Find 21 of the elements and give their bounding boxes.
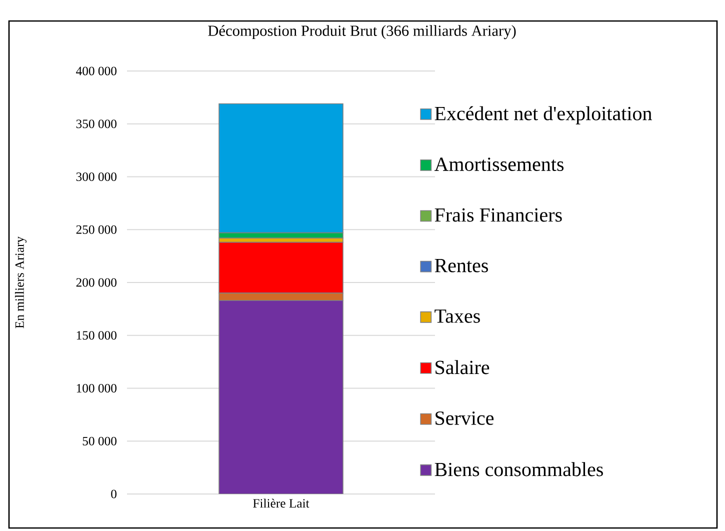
bar [218, 103, 344, 234]
y-tick-label: 400 000 [76, 66, 116, 76]
chart-title: Décompostion Produit Brut (366 milliards Ariary) [208, 25, 516, 40]
y-tick-label: 200 000 [76, 278, 116, 287]
y-tick-label: 250 000 [76, 225, 116, 234]
legend-label: Frais Financiers [434, 208, 562, 222]
legend-label: Amortissements [434, 158, 564, 172]
legend-label: Rentes [434, 259, 488, 272]
legend-label: Biens consommables [434, 462, 603, 476]
y-tick-label: 150 000 [76, 331, 116, 340]
legend-label: Taxes [434, 310, 480, 323]
y-tick-label: 350 000 [76, 120, 116, 128]
x-tick-label: Filière Lait [253, 498, 310, 508]
y-tick-label: 300 000 [76, 172, 116, 182]
y-axis-title: En milliers Ariary [14, 236, 27, 328]
legend-label: Salaire [436, 360, 490, 374]
legend-label: Service [436, 411, 494, 425]
y-tick-label: 50 000 [82, 436, 116, 446]
y-tick-label: 100 000 [76, 384, 116, 393]
legend-label: Excédent net d'exploitation [434, 106, 652, 124]
y-tick-label: 0 [111, 490, 116, 498]
